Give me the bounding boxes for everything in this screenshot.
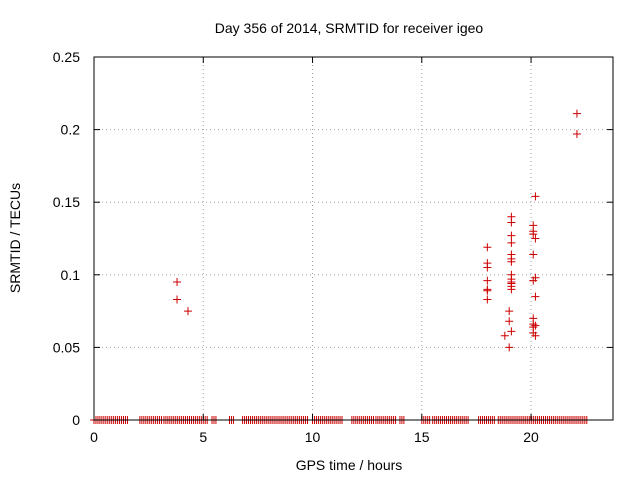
data-point [531,192,540,201]
plot-area [90,109,591,424]
plot-grid [94,57,613,420]
data-point [507,218,516,227]
data-point [173,278,182,287]
data-point [531,321,540,330]
axis-ticks [93,56,613,421]
data-point [505,307,514,316]
data-point [507,285,516,294]
data-point [483,263,492,272]
y-tick-label: 0 [72,412,80,428]
x-tick-label: 10 [305,429,321,445]
data-point [507,327,516,336]
data-point [529,230,538,239]
x-tick-label: 5 [199,429,207,445]
x-axis-label: GPS time / hours [296,457,403,473]
data-point [500,331,509,340]
data-point [531,331,540,340]
x-tick-label: 20 [523,429,539,445]
y-tick-labels: 0 0.05 0.1 0.15 0.2 0.25 [53,49,80,428]
data-point [529,250,538,259]
data-point [531,273,540,282]
data-point [483,243,492,252]
x-tick-labels: 0 5 10 15 20 [90,429,539,445]
data-point [531,292,540,301]
y-tick-label: 0.05 [53,339,80,355]
y-tick-label: 0.25 [53,49,80,65]
plot-frame [93,56,614,421]
data-point [483,286,492,295]
data-point [505,343,514,352]
y-tick-label: 0.2 [61,122,81,138]
data-point [572,129,581,138]
data-point [483,276,492,285]
data-point [572,109,581,118]
data-point [507,231,516,240]
data-point [507,238,516,247]
x-tick-label: 0 [90,429,98,445]
y-axis-label: SRMTID / TECUs [7,183,23,293]
data-point [505,317,514,326]
data-point [507,257,516,266]
y-tick-label: 0.15 [53,194,80,210]
x-tick-label: 15 [414,429,430,445]
data-point [531,234,540,243]
data-point [173,295,182,304]
y-tick-label: 0.1 [61,267,81,283]
data-point [483,295,492,304]
data-point [183,307,192,316]
chart-title: Day 356 of 2014, SRMTID for receiver ige… [215,20,484,36]
